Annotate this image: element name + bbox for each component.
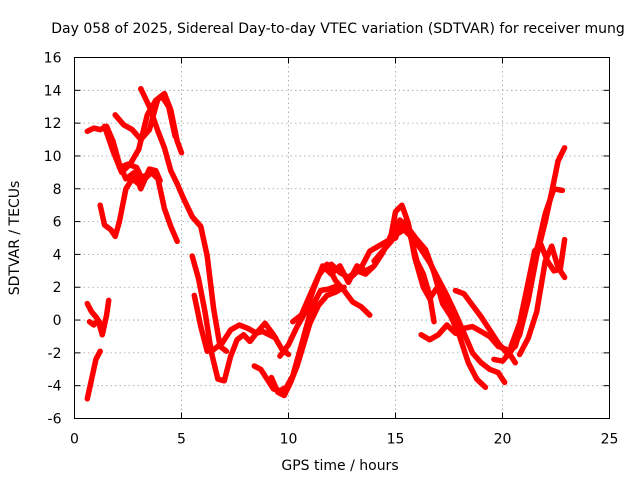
series-sat-h xyxy=(116,161,180,245)
y-tick-label: -6 xyxy=(48,412,62,428)
y-tick-label: 10 xyxy=(44,149,62,165)
series-sat-b xyxy=(86,297,112,338)
series-sat-o xyxy=(290,261,373,325)
series-sat-m xyxy=(268,284,347,399)
y-tick-label: -4 xyxy=(48,379,62,395)
x-tick-label: 15 xyxy=(387,432,405,448)
y-tick-label: 2 xyxy=(53,280,62,296)
y-tick-label: 0 xyxy=(53,313,62,329)
x-axis-label: GPS time / hours xyxy=(281,458,398,474)
chart-title: Day 058 of 2025, Sidereal Day-to-day VTE… xyxy=(51,21,625,37)
y-tick-label: 12 xyxy=(44,116,62,132)
y-tick-label: 8 xyxy=(53,182,62,198)
x-tick-label: 0 xyxy=(70,432,79,448)
plot-frame xyxy=(74,57,610,419)
y-tick-label: 4 xyxy=(53,247,62,263)
y-tick-label: 16 xyxy=(44,51,62,67)
tick-layer: 0 5 10 15 20 25 -6 -4 -2 0 2 4 6 8 10 12 14 16 xyxy=(44,51,619,448)
series-sat-d xyxy=(84,300,103,327)
series-sat-k xyxy=(191,292,292,358)
x-tick-label: 25 xyxy=(601,432,619,448)
series-sat-v xyxy=(491,145,568,364)
series-sat-j xyxy=(189,253,279,384)
y-axis-label: SDTVAR / TECUs xyxy=(7,181,23,296)
x-tick-label: 10 xyxy=(280,432,298,448)
y-tick-label: 6 xyxy=(53,215,62,231)
y-tick-label: -2 xyxy=(48,346,62,362)
series-sat-x xyxy=(516,243,568,358)
series-sat-s xyxy=(392,227,508,386)
series-layer xyxy=(84,85,568,402)
series-sat-e xyxy=(97,172,148,240)
x-tick-label: 5 xyxy=(177,432,186,448)
y-tick-label: 14 xyxy=(44,83,62,99)
series-sat-c xyxy=(84,348,103,402)
x-tick-label: 20 xyxy=(494,432,512,448)
series-sat-i xyxy=(138,85,230,354)
